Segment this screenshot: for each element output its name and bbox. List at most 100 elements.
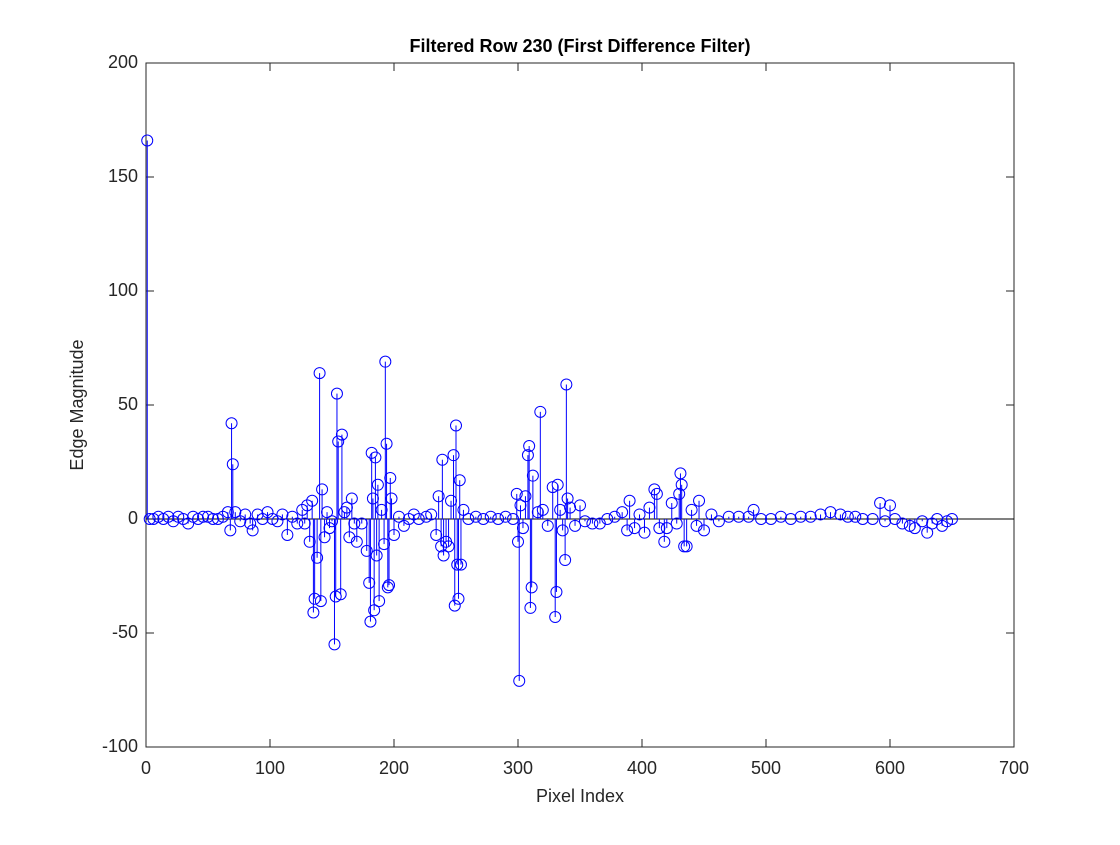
stem-marker	[197, 510, 210, 523]
stem-marker	[221, 506, 234, 519]
stem-marker	[369, 451, 382, 464]
stem-marker	[908, 522, 921, 535]
stem-marker	[690, 519, 703, 532]
stem-marker	[678, 540, 691, 553]
stem-marker	[693, 494, 706, 507]
stem-marker	[554, 503, 567, 516]
stem-marker	[366, 492, 379, 505]
stem-marker	[593, 517, 606, 530]
stem-marker	[879, 515, 892, 528]
stem-marker	[921, 526, 934, 539]
x-axis-label: Pixel Index	[536, 786, 624, 806]
stem-marker	[448, 599, 461, 612]
y-tick-label: -50	[112, 622, 138, 642]
stem-marker	[834, 508, 847, 521]
stem-marker	[381, 581, 394, 594]
stem-marker	[244, 517, 257, 530]
chart-title: Filtered Row 230 (First Difference Filte…	[409, 36, 750, 56]
stem-marker	[670, 517, 683, 530]
stem-marker	[370, 549, 383, 562]
stem-marker	[343, 531, 356, 544]
stem-marker	[601, 513, 614, 525]
stem-marker	[516, 522, 529, 535]
stem-marker	[551, 478, 564, 491]
stem-marker	[425, 508, 438, 521]
stem-marker	[363, 576, 376, 589]
stem-marker	[536, 503, 549, 516]
stem-marker	[874, 497, 887, 510]
stem-marker	[633, 508, 646, 521]
stem-marker	[888, 513, 901, 525]
stem-marker	[674, 467, 687, 480]
stem-marker	[896, 517, 909, 530]
stem-marker	[350, 535, 363, 548]
stem-marker	[206, 513, 219, 525]
stem-marker	[360, 544, 373, 557]
y-tick-label: 0	[128, 508, 138, 528]
stem-marker	[321, 506, 334, 519]
stem-marker	[469, 510, 482, 523]
stem-marker	[143, 513, 156, 525]
stem-marker	[323, 522, 336, 535]
stem-marker	[330, 387, 343, 400]
axes-box	[145, 62, 1015, 748]
stem-marker	[385, 492, 398, 505]
stem-marker	[316, 483, 329, 496]
stem-marker	[224, 524, 237, 537]
stem-marker	[365, 446, 378, 459]
stem-marker	[371, 478, 384, 491]
stem-marker	[643, 501, 656, 514]
stem-marker	[314, 595, 327, 608]
stem-marker	[638, 526, 651, 539]
stem-marker	[348, 517, 361, 530]
stem-marker	[574, 499, 586, 512]
stem-marker	[794, 510, 807, 523]
x-tick-label: 200	[379, 758, 409, 778]
stem-marker	[432, 490, 445, 503]
stem-marker	[884, 499, 896, 512]
stem-marker	[437, 549, 450, 562]
stem-marker	[685, 503, 698, 516]
stem-marker	[774, 510, 787, 523]
stem-marker	[345, 492, 358, 505]
stem-marker	[340, 501, 353, 514]
stem-marker	[412, 513, 425, 525]
stem-marker	[673, 487, 686, 500]
stem-marker	[239, 508, 252, 521]
stem-marker	[569, 519, 582, 532]
stem-marker	[442, 540, 455, 553]
stem-marker	[560, 378, 573, 391]
stem-marker	[388, 528, 400, 541]
stem-marker	[450, 419, 462, 432]
stem-marker	[712, 515, 725, 528]
stem-marker	[499, 510, 512, 523]
stem-marker	[521, 449, 534, 462]
stem-marker	[141, 134, 154, 147]
stem-marker	[549, 611, 562, 624]
stem-marker	[384, 471, 397, 484]
stem-marker	[841, 510, 854, 523]
stem-marker	[512, 535, 524, 548]
x-tick-label: 400	[627, 758, 657, 778]
stem-marker	[457, 503, 470, 516]
stem-marker	[764, 513, 777, 525]
stem-marker	[856, 513, 869, 525]
stem-marker	[513, 674, 526, 687]
y-tick-label: -100	[102, 736, 138, 756]
stem-marker	[523, 440, 536, 453]
stem-marker	[311, 551, 324, 564]
stem-marker	[313, 367, 326, 380]
stem-marker	[866, 513, 879, 525]
stem-marker	[451, 558, 464, 571]
x-tick-label: 700	[999, 758, 1029, 778]
stem-marker	[586, 517, 599, 530]
stem-marker	[436, 453, 449, 466]
stem-marker	[229, 506, 242, 519]
stem-marker	[378, 538, 391, 551]
stem-marker	[665, 497, 678, 510]
stem-marker	[373, 595, 386, 608]
stem-marker	[578, 515, 591, 528]
stem-marker	[698, 524, 710, 537]
stem-marker	[561, 492, 574, 505]
stem-marker	[291, 517, 304, 530]
